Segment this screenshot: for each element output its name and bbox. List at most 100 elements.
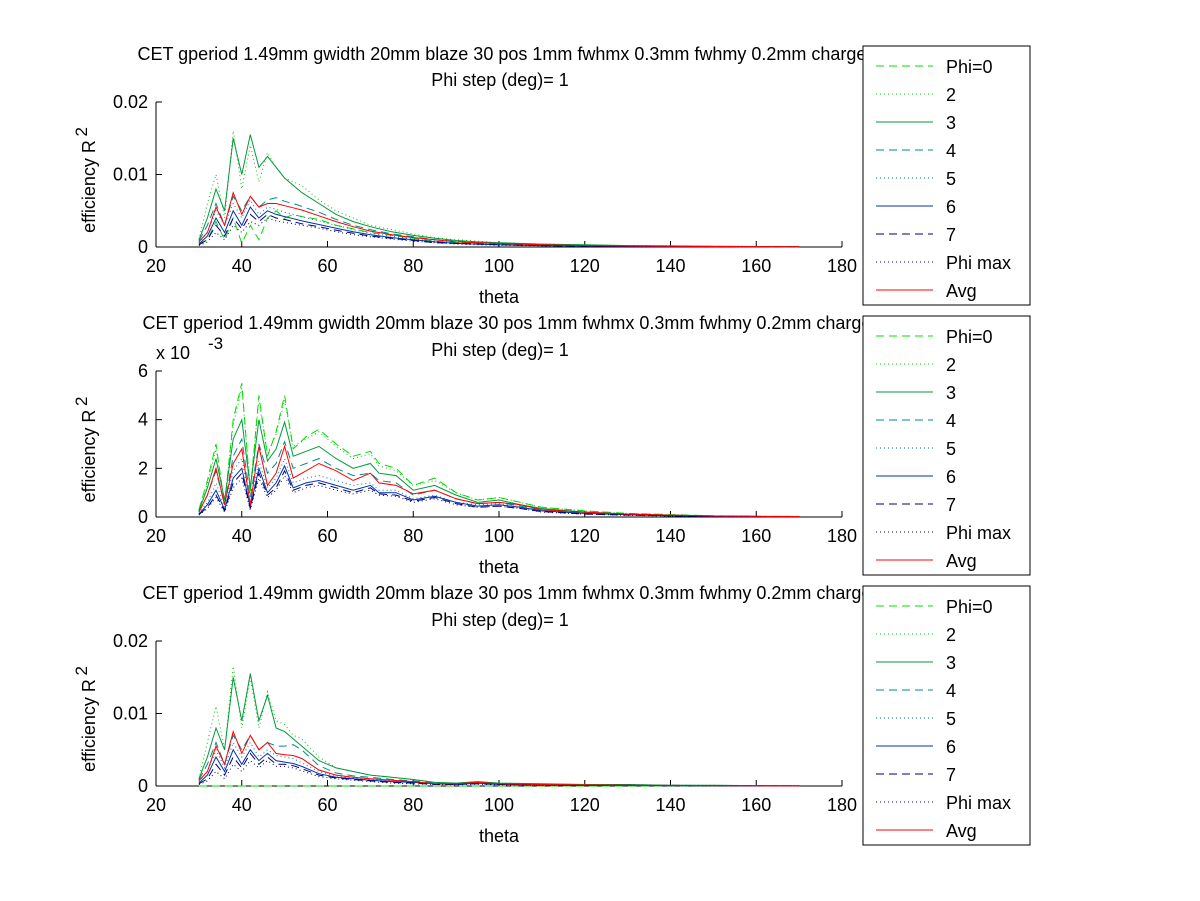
legend-label: 4: [946, 141, 956, 161]
legend-label: 2: [946, 355, 956, 375]
y-tick-label: 0.01: [113, 165, 148, 185]
legend: Phi=0 2 3 4 5 6 7 Phi max Avg: [862, 585, 1031, 846]
legend-label: Phi max: [946, 523, 1011, 543]
series-line-avg: [198, 190, 800, 248]
legend-label: 7: [946, 495, 956, 515]
y-tick-label: 0: [138, 237, 148, 257]
chart-title: CET gperiod 1.49mm gwidth 20mm blaze 30 …: [142, 583, 975, 603]
series-line-3: [198, 673, 800, 787]
y-tick-label: 0: [138, 776, 148, 796]
y-axis-label: efficiency R: [79, 679, 99, 772]
series-line-2: [198, 130, 800, 248]
x-tick-label: 140: [655, 256, 685, 276]
y-axis-label: efficiency R: [79, 140, 99, 233]
x-tick-label: 160: [741, 795, 771, 815]
series-line-avg: [198, 729, 800, 787]
chart-subtitle: Phi step (deg)= 1: [431, 610, 569, 630]
y-axis-label-superscript: 2: [72, 127, 91, 136]
series-line-7: [198, 213, 800, 248]
chart-title: CET gperiod 1.49mm gwidth 20mm blaze 30 …: [142, 313, 975, 333]
legend-label: 3: [946, 383, 956, 403]
subplot-1: CET gperiod 1.49mm gwidth 20mm blaze 30 …: [72, 44, 1031, 307]
x-axis-label: theta: [479, 287, 520, 307]
y-tick-label: 2: [138, 458, 148, 478]
series-line-2: [198, 387, 800, 517]
legend-label: 2: [946, 625, 956, 645]
series-line-avg: [198, 444, 800, 517]
series-line-2: [198, 666, 800, 787]
x-tick-label: 180: [827, 795, 857, 815]
series-line-phi-0: [198, 383, 800, 517]
series-line-5: [198, 457, 800, 518]
x-tick-label: 60: [317, 256, 337, 276]
x-axis-label: theta: [479, 826, 520, 846]
subplot-2: CET gperiod 1.49mm gwidth 20mm blaze 30 …: [72, 313, 1031, 577]
chart-title: CET gperiod 1.49mm gwidth 20mm blaze 30 …: [137, 44, 980, 64]
legend-label: 5: [946, 169, 956, 189]
x-tick-label: 20: [146, 526, 166, 546]
y-axis-label-superscript: 2: [72, 397, 91, 406]
legend-label: Phi=0: [946, 327, 993, 347]
legend-label: 5: [946, 709, 956, 729]
y-tick-label: 0.01: [113, 704, 148, 724]
legend-label: Phi max: [946, 793, 1011, 813]
legend-label: Avg: [946, 551, 977, 571]
legend-label: 3: [946, 113, 956, 133]
x-tick-label: 160: [741, 256, 771, 276]
y-tick-label: 6: [138, 361, 148, 381]
legend-label: 2: [946, 85, 956, 105]
x-tick-label: 160: [741, 526, 771, 546]
series-line-5: [198, 741, 800, 787]
legend-box: [862, 585, 1031, 846]
x-tick-label: 80: [403, 795, 423, 815]
series-line-phi-0: [198, 210, 800, 248]
legend-label: 6: [946, 467, 956, 487]
legend-box: [862, 45, 1031, 306]
x-tick-label: 40: [232, 795, 252, 815]
legend-label: 4: [946, 411, 956, 431]
legend-box: [862, 315, 1031, 576]
x-tick-label: 20: [146, 795, 166, 815]
legend: Phi=0 2 3 4 5 6 7 Phi max Avg: [862, 45, 1031, 306]
x-tick-label: 80: [403, 256, 423, 276]
y-exponent-power: -3: [208, 334, 223, 353]
x-tick-label: 80: [403, 526, 423, 546]
chart-subtitle: Phi step (deg)= 1: [431, 70, 569, 90]
x-tick-label: 60: [317, 795, 337, 815]
x-tick-label: 180: [827, 256, 857, 276]
x-tick-label: 100: [484, 526, 514, 546]
x-tick-label: 120: [570, 256, 600, 276]
y-axis-label: efficiency R: [79, 410, 99, 503]
series-line-4: [198, 195, 800, 248]
legend-label: 4: [946, 681, 956, 701]
series-line-6: [198, 464, 800, 518]
legend-label: 6: [946, 737, 956, 757]
legend-label: Avg: [946, 281, 977, 301]
x-tick-label: 40: [232, 256, 252, 276]
x-tick-label: 60: [317, 526, 337, 546]
y-tick-label: 0.02: [113, 631, 148, 651]
series-line-4: [198, 734, 800, 787]
series-line-3: [198, 134, 800, 248]
x-axis-label: theta: [479, 557, 520, 577]
legend-label: Phi=0: [946, 57, 993, 77]
legend-label: Phi max: [946, 253, 1011, 273]
legend-label: 5: [946, 439, 956, 459]
chart-subtitle: Phi step (deg)= 1: [431, 340, 569, 360]
x-tick-label: 20: [146, 256, 166, 276]
x-tick-label: 100: [484, 795, 514, 815]
legend-label: 6: [946, 197, 956, 217]
x-tick-label: 140: [655, 526, 685, 546]
legend: Phi=0 2 3 4 5 6 7 Phi max Avg: [862, 315, 1031, 576]
x-tick-label: 100: [484, 256, 514, 276]
legend-label: 3: [946, 653, 956, 673]
subplot-3: CET gperiod 1.49mm gwidth 20mm blaze 30 …: [72, 583, 1031, 846]
x-tick-label: 180: [827, 526, 857, 546]
x-tick-label: 140: [655, 795, 685, 815]
y-tick-label: 0: [138, 507, 148, 527]
series-line-7: [198, 469, 800, 518]
x-tick-label: 120: [570, 795, 600, 815]
legend-label: 7: [946, 765, 956, 785]
legend-label: Avg: [946, 821, 977, 841]
